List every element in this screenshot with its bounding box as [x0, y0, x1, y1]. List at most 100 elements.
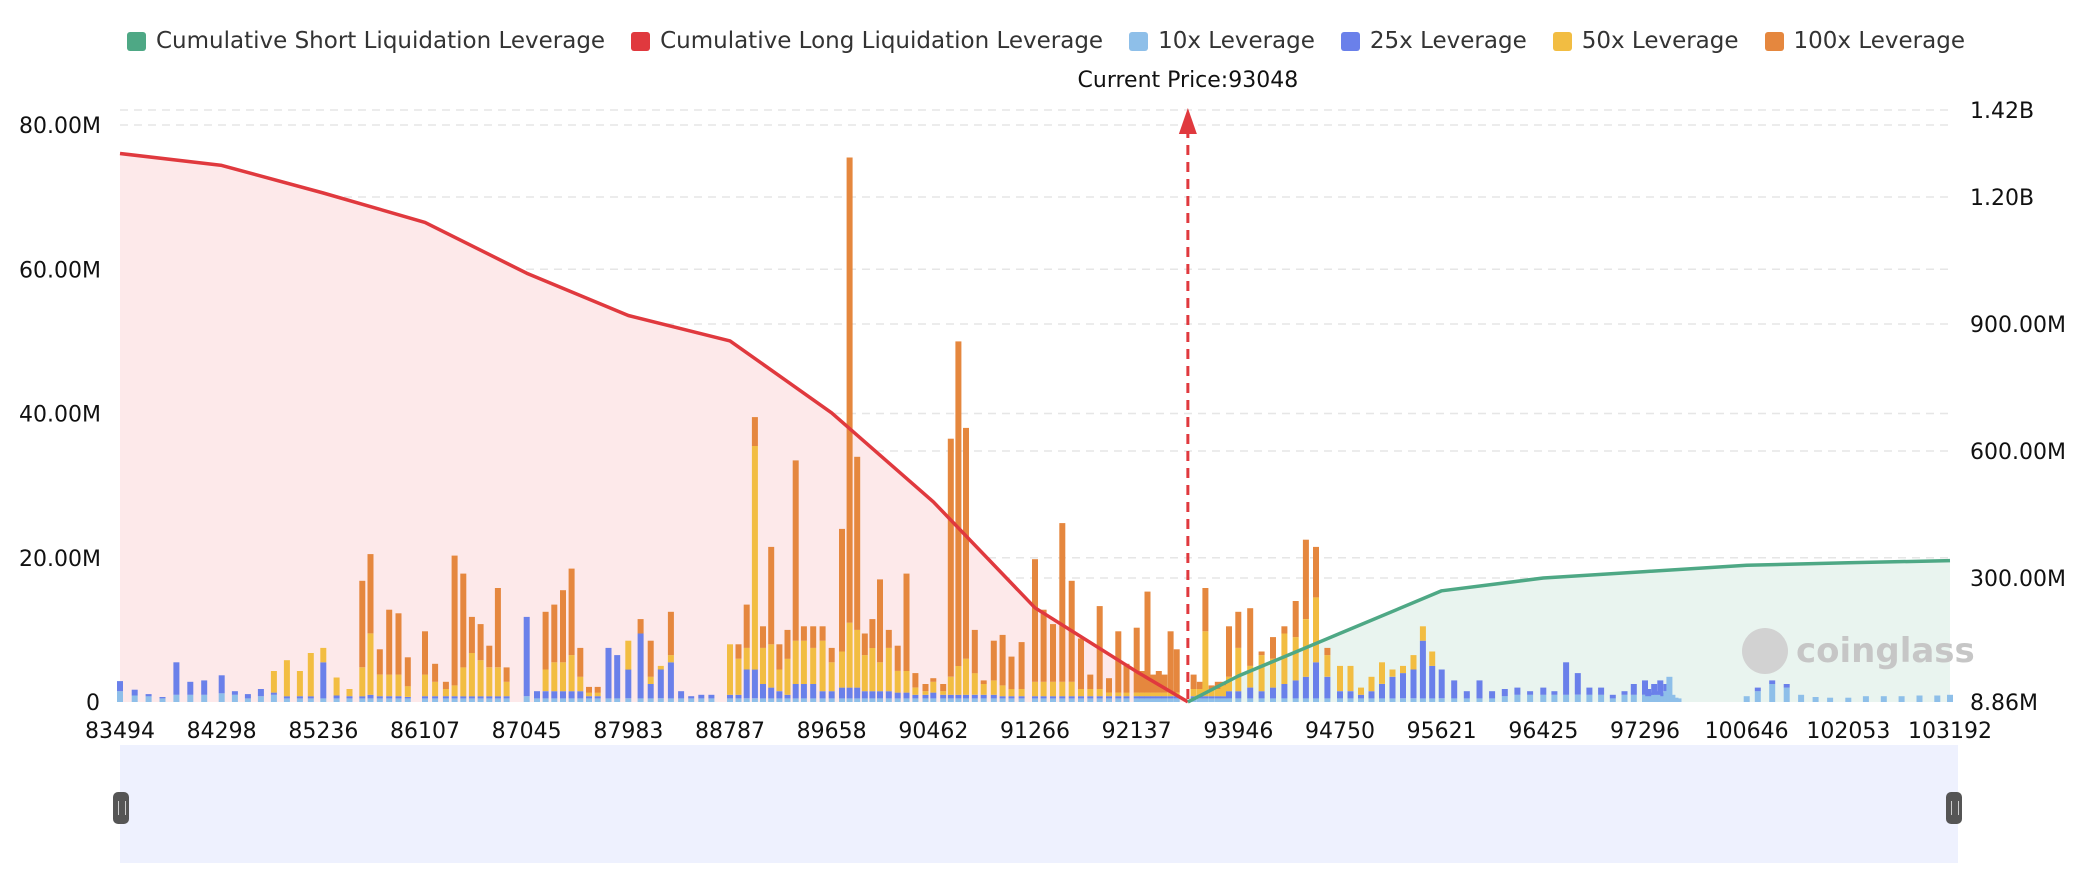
bar-10x: [839, 698, 845, 702]
bar-10x: [1123, 698, 1130, 702]
bar-10x: [1621, 694, 1628, 702]
bar-50x: [819, 640, 826, 692]
bar-10x: [1302, 698, 1309, 702]
bar-25x: [359, 696, 366, 699]
bar-50x: [1429, 651, 1436, 666]
legend-label: 50x Leverage: [1581, 28, 1739, 54]
bar-25x: [1651, 684, 1658, 695]
x-axis-tick: 88787: [695, 719, 765, 744]
bar-100x: [1050, 624, 1056, 682]
bar-25x: [955, 694, 962, 699]
bar-50x: [792, 640, 799, 684]
legend-swatch: [1340, 31, 1360, 51]
legend-item[interactable]: Cumulative Long Liquidation Leverage: [631, 28, 1103, 54]
bar-100x: [560, 590, 566, 663]
bar-50x: [947, 676, 954, 695]
bar-25x: [1324, 676, 1331, 699]
x-axis-tick: 83494: [85, 719, 155, 744]
x-axis-tick: 86107: [390, 719, 460, 744]
bar-100x: [1281, 626, 1288, 634]
bar-25x: [432, 696, 439, 699]
bar-10x: [486, 698, 493, 702]
bar-10x: [1514, 694, 1521, 702]
bar-10x: [637, 698, 644, 702]
slider-right-handle[interactable]: [1946, 792, 1962, 824]
bar-25x: [751, 669, 758, 699]
bar-10x: [1743, 696, 1750, 702]
legend-item[interactable]: 50x Leverage: [1552, 28, 1739, 54]
bar-25x: [667, 662, 674, 699]
bar-100x: [800, 626, 807, 641]
bar-25x: [1202, 696, 1209, 699]
bar-10x: [1018, 698, 1025, 702]
bar-100x: [1133, 627, 1140, 693]
bar-10x: [698, 698, 705, 702]
bar-10x: [568, 698, 575, 702]
bar-50x: [1040, 681, 1047, 697]
bar-10x: [1574, 694, 1581, 702]
bar-50x: [1202, 631, 1209, 697]
bar-50x: [955, 665, 962, 695]
bar-25x: [1313, 662, 1319, 699]
bar-10x: [1501, 696, 1508, 702]
bar-25x: [760, 684, 766, 699]
bar-10x: [1096, 698, 1103, 702]
legend-label: Cumulative Short Liquidation Leverage: [156, 28, 606, 54]
bar-50x: [594, 692, 601, 697]
bar-25x: [283, 696, 290, 699]
bar-10x: [1527, 694, 1534, 702]
bar-100x: [922, 684, 929, 692]
zoom-range-slider[interactable]: [120, 745, 1958, 863]
bar-100x: [551, 604, 558, 663]
bar-25x: [800, 684, 807, 699]
bar-25x: [551, 691, 558, 699]
bar-10x: [903, 698, 910, 702]
bar-25x: [894, 692, 901, 699]
bar-100x: [776, 644, 783, 670]
legend-item[interactable]: Cumulative Short Liquidation Leverage: [127, 28, 605, 54]
left-axis-tick: 0: [86, 691, 100, 716]
bar-10x: [1247, 698, 1254, 702]
bar-25x: [231, 691, 238, 695]
bar-25x: [568, 691, 575, 699]
legend-item[interactable]: 10x Leverage: [1129, 28, 1315, 54]
legend-item[interactable]: 100x Leverage: [1764, 28, 1965, 54]
bar-10x: [333, 698, 340, 702]
slider-left-handle[interactable]: [113, 792, 129, 824]
bar-100x: [1123, 663, 1130, 693]
bar-10x: [678, 698, 685, 702]
bar-50x: [1161, 692, 1168, 697]
bar-10x: [320, 698, 327, 702]
bar-10x: [1947, 694, 1953, 702]
bar-50x: [800, 640, 807, 684]
bar-25x: [1059, 696, 1066, 699]
bar-100x: [586, 686, 592, 693]
bar-50x: [1400, 665, 1406, 674]
bar-50x: [460, 667, 467, 697]
bar-10x: [614, 698, 621, 702]
bar-10x: [819, 698, 826, 702]
chart-legend: Cumulative Short Liquidation Leverage Cum…: [0, 28, 2092, 54]
bar-10x: [422, 698, 428, 702]
bar-25x: [367, 694, 374, 699]
bar-25x: [1281, 684, 1288, 699]
bar-10x: [523, 696, 530, 702]
bar-25x: [1630, 684, 1637, 695]
bar-10x: [708, 698, 715, 702]
bar-50x: [894, 671, 901, 693]
bar-10x: [1609, 698, 1616, 702]
bar-50x: [1106, 692, 1112, 697]
bar-25x: [1123, 696, 1130, 699]
bar-25x: [885, 691, 892, 699]
bar-25x: [1018, 696, 1025, 699]
bar-100x: [854, 456, 861, 630]
current-price-arrow-icon: [1178, 108, 1197, 134]
bar-10x: [1675, 698, 1682, 702]
bar-100x: [386, 609, 393, 675]
bar-10x: [727, 698, 733, 702]
x-axis-tick: 89658: [797, 719, 867, 744]
bar-10x: [1292, 698, 1299, 702]
bar-50x: [1078, 689, 1084, 697]
bar-25x: [1167, 696, 1174, 699]
legend-item[interactable]: 25x Leverage: [1340, 28, 1527, 54]
